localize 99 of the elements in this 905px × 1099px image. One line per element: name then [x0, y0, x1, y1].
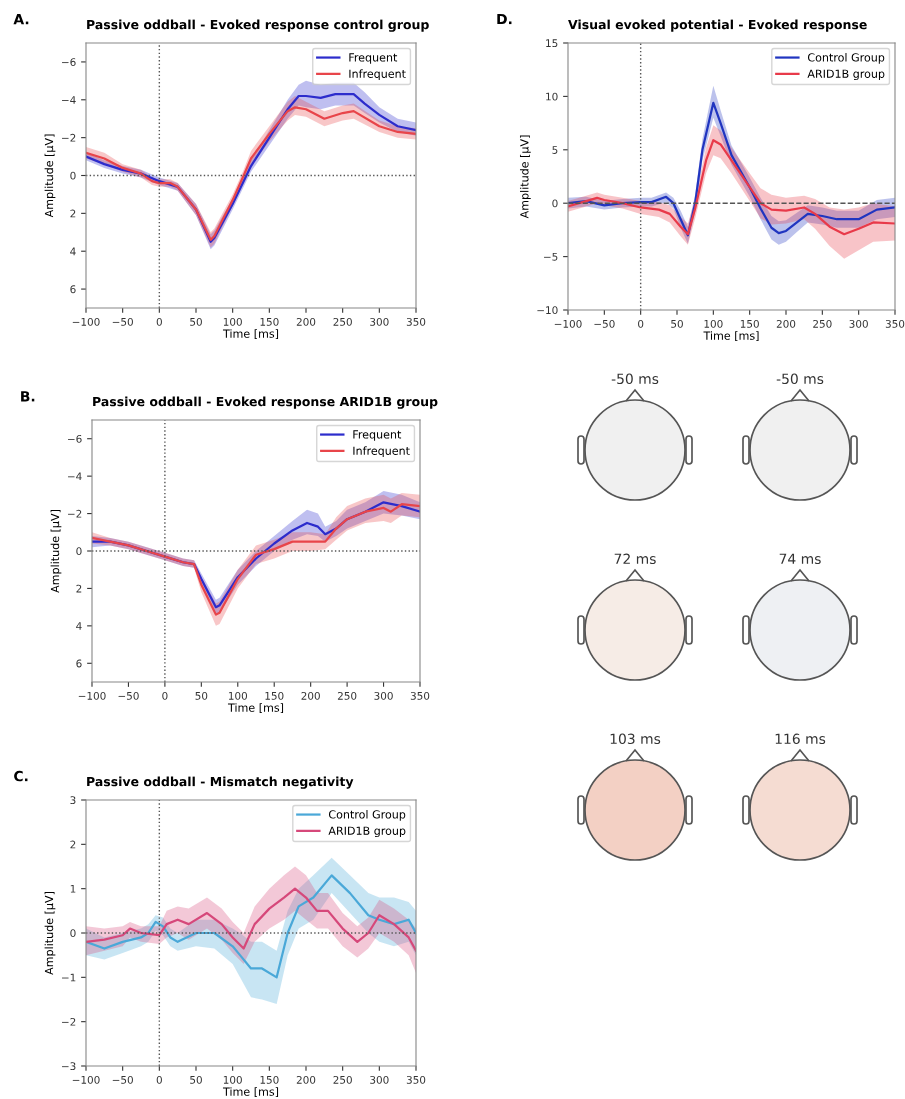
- x-tick-label: 100: [223, 1075, 242, 1084]
- text: C.: [14, 770, 28, 782]
- x-tick-label: 0: [638, 319, 644, 328]
- x-tick-label: −50: [112, 317, 133, 326]
- y-tick-label: 3: [70, 796, 76, 805]
- y-tick-label: −2: [62, 133, 76, 142]
- y-tick-label: −4: [62, 96, 76, 104]
- legend-label: ARID1B group: [328, 826, 406, 838]
- y-tick-label: −4: [68, 472, 82, 481]
- x-tick-label: 200: [296, 1075, 316, 1084]
- legend-label: Infrequent: [353, 446, 410, 458]
- text: B.: [21, 391, 35, 402]
- x-tick-label: 50: [190, 1075, 202, 1084]
- x-tick-label: 250: [333, 1075, 352, 1084]
- text: 74 ms: [779, 553, 821, 565]
- x-tick-label: 150: [740, 319, 759, 328]
- x-tick-label: 350: [885, 319, 905, 328]
- x-axis-title: Time [ms]: [227, 703, 284, 714]
- x-tick-label: −50: [118, 691, 139, 700]
- x-tick-label: 200: [296, 317, 316, 326]
- y-tick-label: 0: [76, 547, 82, 556]
- legend-label: Control Group: [807, 53, 885, 64]
- y-axis-title: Amplitude [µV]: [44, 892, 56, 975]
- y-tick-label: 10: [546, 92, 558, 101]
- text: 72 ms: [614, 553, 656, 565]
- text: -50 ms: [611, 373, 659, 385]
- x-tick-label: 150: [260, 317, 279, 326]
- y-tick-label: 0: [70, 929, 76, 938]
- x-tick-label: 100: [223, 317, 242, 326]
- x-tick-label: 350: [406, 317, 426, 326]
- legend-label: Control Group: [328, 810, 406, 821]
- y-tick-label: 2: [70, 209, 76, 218]
- x-tick-label: 50: [671, 319, 683, 328]
- x-tick-label: 250: [333, 317, 352, 326]
- x-axis-title: Time [ms]: [222, 329, 279, 340]
- y-tick-label: −2: [62, 1017, 76, 1026]
- y-tick-label: −3: [62, 1062, 76, 1071]
- text: 103 ms: [610, 733, 661, 745]
- y-tick-label: 0: [70, 171, 76, 180]
- y-tick-label: 5: [552, 146, 558, 154]
- x-tick-label: 350: [406, 1075, 426, 1084]
- y-tick-label: −6: [62, 58, 76, 67]
- x-tick-label: −100: [72, 317, 100, 326]
- y-tick-label: −6: [68, 434, 82, 443]
- text: -50 ms: [776, 373, 824, 385]
- y-tick-label: 6: [70, 285, 76, 294]
- chart-title: Passive oddball - Evoked response ARID1B group: [93, 396, 438, 409]
- text: 116 ms: [775, 733, 826, 745]
- y-tick-label: −5: [544, 252, 558, 261]
- x-tick-label: 200: [301, 691, 320, 700]
- chart-title: Passive oddball - Evoked response control group: [87, 19, 429, 32]
- x-tick-label: −100: [72, 1075, 100, 1084]
- text: A.: [13, 14, 29, 25]
- y-tick-label: 2: [70, 840, 76, 849]
- y-axis-title: Amplitude [µV]: [50, 510, 62, 593]
- x-axis-title: Time [ms]: [222, 1087, 279, 1098]
- x-tick-label: −100: [554, 319, 582, 328]
- x-tick-label: 0: [156, 317, 162, 326]
- x-tick-label: 0: [162, 691, 168, 700]
- y-tick-label: −1: [62, 973, 76, 982]
- x-tick-label: 200: [776, 319, 796, 328]
- x-tick-label: 300: [370, 317, 389, 326]
- x-tick-label: 50: [195, 691, 208, 700]
- x-tick-label: −50: [112, 1075, 133, 1084]
- y-tick-label: −10: [537, 306, 558, 315]
- y-axis-title: Amplitude [µV]: [519, 135, 531, 219]
- legend-label: Infrequent: [349, 69, 406, 81]
- line-series: [568, 139, 895, 236]
- legend-label: ARID1B group: [807, 69, 885, 81]
- y-tick-label: 0: [552, 199, 558, 208]
- y-tick-label: 6: [76, 659, 82, 668]
- legend-label: Frequent: [349, 53, 398, 64]
- chart-title: Visual evoked potential - Evoked response: [568, 19, 867, 32]
- line-series: [86, 887, 416, 952]
- x-tick-label: 300: [849, 319, 868, 328]
- x-tick-label: 300: [374, 691, 393, 700]
- y-tick-label: 1: [70, 885, 76, 893]
- text: D.: [497, 13, 512, 25]
- x-tick-label: 0: [156, 1075, 162, 1084]
- x-tick-label: 150: [260, 1075, 279, 1084]
- x-tick-label: 350: [410, 691, 430, 700]
- y-tick-label: 15: [546, 39, 558, 48]
- y-tick-label: 2: [76, 584, 82, 593]
- y-tick-label: 4: [76, 622, 82, 630]
- y-axis-title: Amplitude [µV]: [44, 134, 56, 218]
- legend-label: Frequent: [353, 430, 402, 441]
- x-tick-label: 250: [337, 691, 357, 700]
- x-axis-title: Time [ms]: [703, 331, 759, 342]
- x-tick-label: 150: [265, 691, 284, 700]
- x-tick-label: 300: [370, 1075, 389, 1084]
- x-tick-label: −50: [594, 319, 615, 328]
- chart-title: Passive oddball - Mismatch negativity: [87, 776, 354, 789]
- x-tick-label: 50: [190, 317, 202, 326]
- y-tick-label: −2: [68, 509, 82, 518]
- x-tick-label: 100: [228, 691, 248, 700]
- x-tick-label: 100: [704, 319, 723, 328]
- x-tick-label: −100: [78, 691, 106, 700]
- x-tick-label: 250: [813, 319, 832, 328]
- y-tick-label: 4: [70, 247, 76, 256]
